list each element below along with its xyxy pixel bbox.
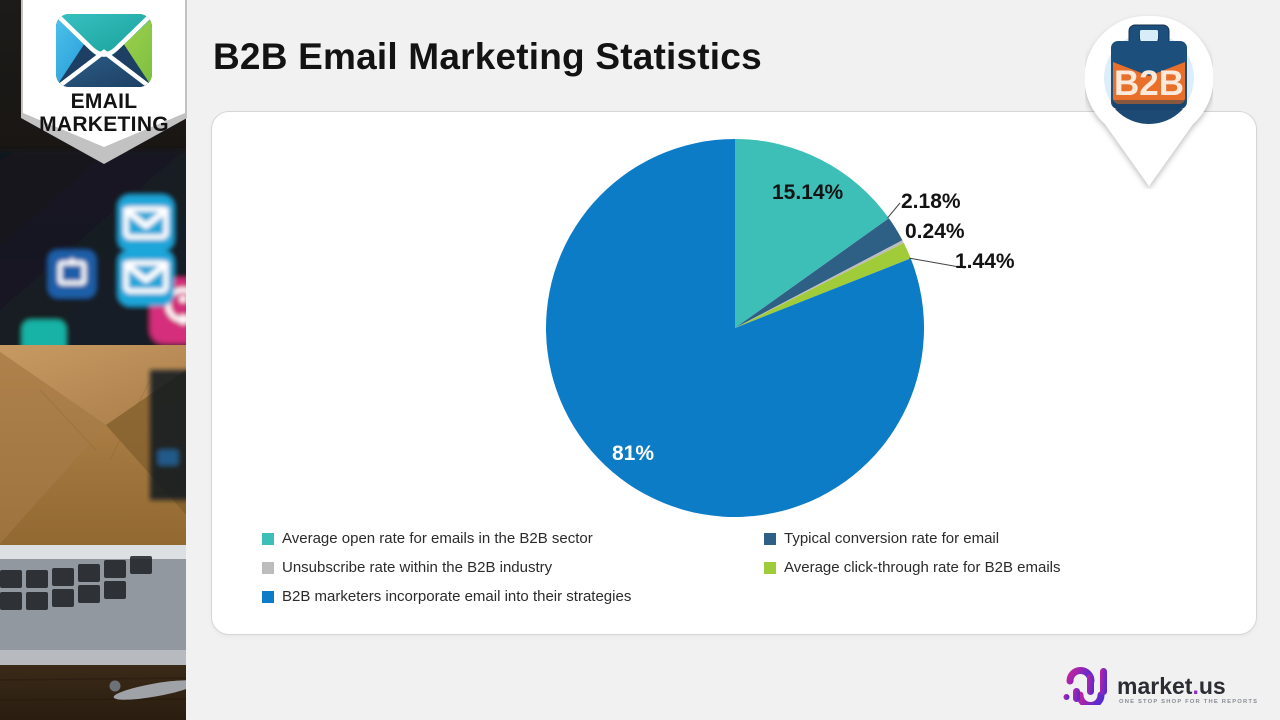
svg-text:MARKETING: MARKETING	[39, 113, 169, 136]
svg-text:B2B: B2B	[1114, 64, 1184, 103]
svg-text:market.us: market.us	[1117, 673, 1226, 699]
svg-text:ONE STOP SHOP FOR THE REPORTS: ONE STOP SHOP FOR THE REPORTS	[1119, 699, 1258, 705]
svg-text:EMAIL: EMAIL	[71, 90, 138, 113]
